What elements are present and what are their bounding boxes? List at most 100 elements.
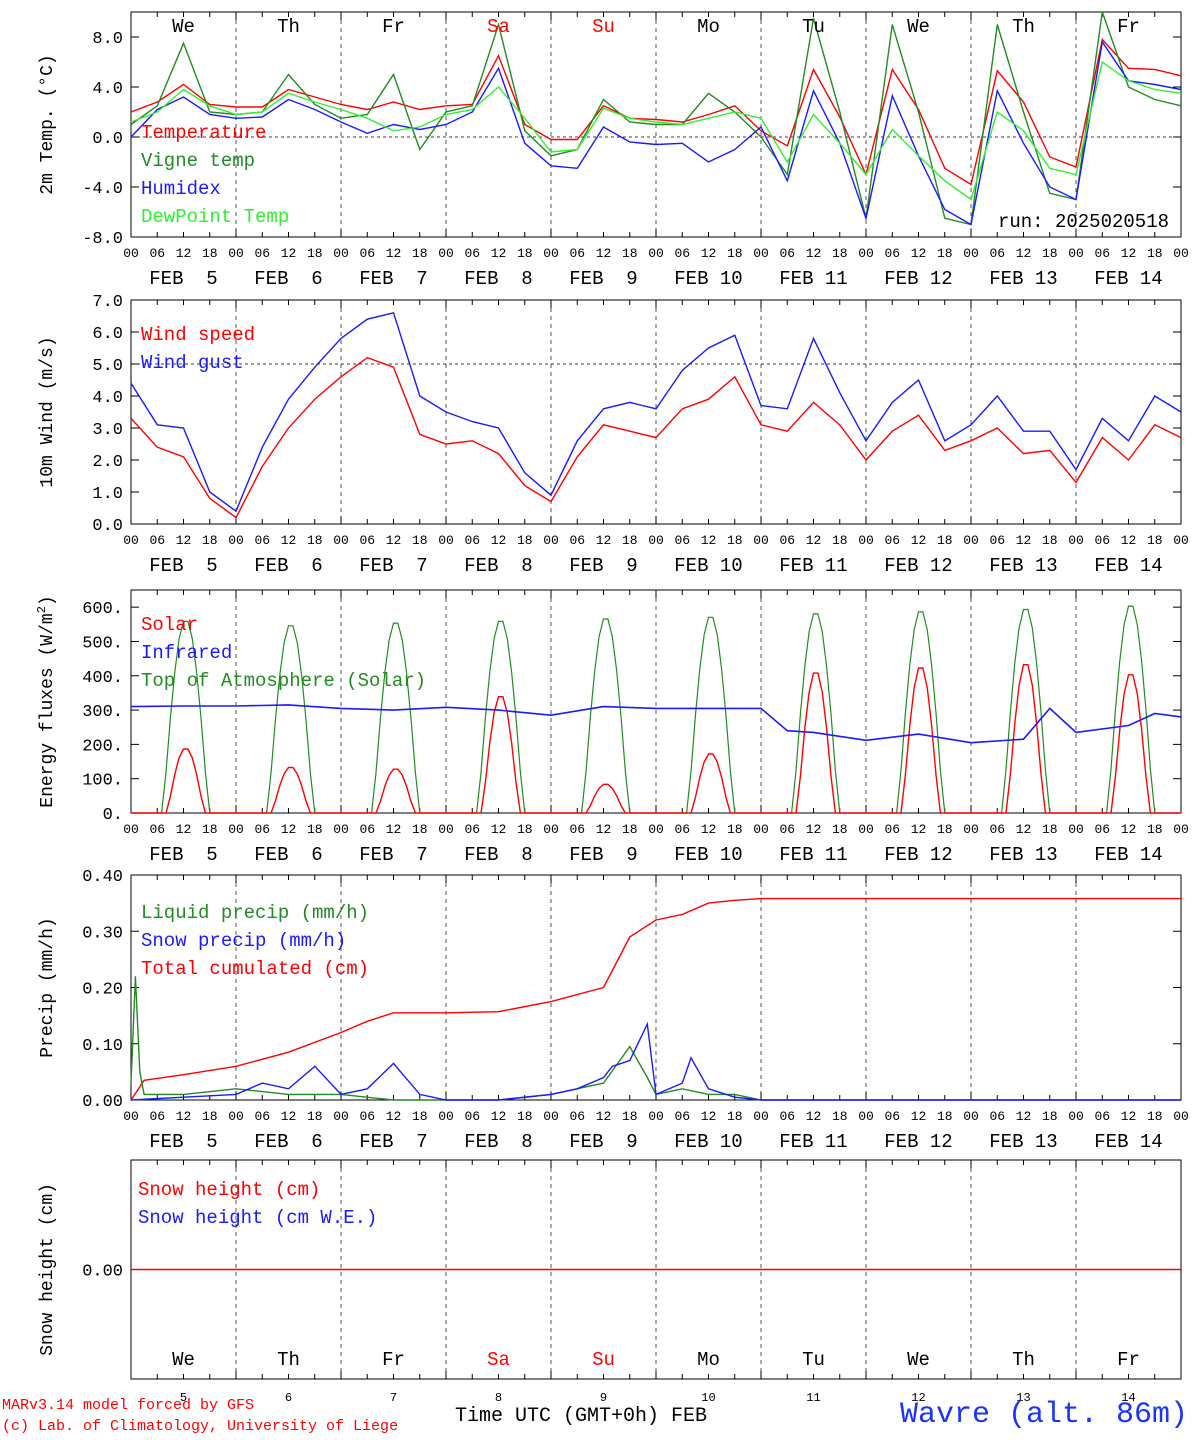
lab-credit: (c) Lab. of Climatology, University of L… <box>2 1418 399 1435</box>
hour-tick-label: 18 <box>1042 1109 1058 1124</box>
legend-entry: Humidex <box>141 178 221 200</box>
legend-entry: Liquid precip (mm/h) <box>141 902 369 924</box>
y-tick-label: 0.30 <box>82 924 123 943</box>
date-label: FEB 11 <box>779 844 847 866</box>
hour-tick-label: 12 <box>596 822 612 837</box>
hour-tick-label: 00 <box>438 822 454 837</box>
y-tick-label: 6.0 <box>92 325 123 344</box>
date-label: FEB 12 <box>884 1131 952 1153</box>
y-tick-label: 100. <box>82 772 123 791</box>
hour-tick-label: 06 <box>149 533 165 548</box>
date-label: FEB 8 <box>464 1131 532 1153</box>
hour-tick-label: 18 <box>832 533 848 548</box>
hour-tick-label: 18 <box>202 1109 218 1124</box>
legend-entry: DewPoint Temp <box>141 206 289 228</box>
date-label: FEB 14 <box>1094 555 1162 577</box>
hour-tick-label: 18 <box>517 246 533 261</box>
date-label: FEB 14 <box>1094 844 1162 866</box>
hour-tick-label: 06 <box>1094 246 1110 261</box>
hour-tick-label: 12 <box>176 1109 192 1124</box>
date-label: FEB 13 <box>989 555 1057 577</box>
hour-tick-label: 00 <box>543 1109 559 1124</box>
y-tick-label: 0.40 <box>82 868 123 887</box>
y-tick-label: 200. <box>82 737 123 756</box>
y-tick-label: 0.00 <box>82 1263 123 1282</box>
y-tick-label: 2.0 <box>92 453 123 472</box>
weekday-label: Mo <box>697 1349 720 1371</box>
hour-tick-label: 06 <box>569 533 585 548</box>
hour-tick-label: 12 <box>281 822 297 837</box>
weekday-label: We <box>172 1349 195 1371</box>
panel-1 <box>130 11 1182 238</box>
date-label: FEB 13 <box>989 268 1057 290</box>
y-tick-label: 0.00 <box>82 1093 123 1112</box>
hour-tick-label: 06 <box>1094 533 1110 548</box>
hour-tick-label: 18 <box>1147 246 1163 261</box>
hour-tick-label: 00 <box>858 1109 874 1124</box>
legend-entry: Top of Atmosphere (Solar) <box>141 670 426 692</box>
date-label: FEB 10 <box>674 555 742 577</box>
date-label: FEB 6 <box>254 268 322 290</box>
weekday-label: We <box>172 16 195 38</box>
hour-tick-label: 06 <box>989 822 1005 837</box>
hour-tick-label: 06 <box>149 1109 165 1124</box>
hour-tick-label: 00 <box>753 246 769 261</box>
legend-entry: Snow precip (mm/h) <box>141 930 346 952</box>
date-label: FEB 14 <box>1094 268 1162 290</box>
date-number-label: 7 <box>390 1391 397 1405</box>
hour-tick-label: 18 <box>307 1109 323 1124</box>
hour-tick-label: 06 <box>674 1109 690 1124</box>
series-humidex <box>130 40 1182 226</box>
series-wind-gust <box>130 311 1182 513</box>
hour-tick-label: 18 <box>1147 822 1163 837</box>
hour-tick-label: 12 <box>806 1109 822 1124</box>
hour-tick-label: 18 <box>937 533 953 548</box>
y-tick-label: 0.10 <box>82 1037 123 1056</box>
hour-tick-label: 18 <box>832 246 848 261</box>
hour-tick-label: 12 <box>911 822 927 837</box>
hour-tick-label: 12 <box>1121 533 1137 548</box>
weekday-label: Fr <box>1117 1349 1140 1371</box>
weekday-label: Tu <box>802 1349 825 1371</box>
date-label: FEB 9 <box>569 268 637 290</box>
panel-5 <box>130 1159 1182 1380</box>
hour-tick-label: 12 <box>386 822 402 837</box>
hour-tick-label: 00 <box>648 533 664 548</box>
hour-tick-label: 00 <box>333 1109 349 1124</box>
hour-tick-label: 18 <box>202 533 218 548</box>
date-number-label: 14 <box>1121 1391 1135 1405</box>
hour-tick-label: 12 <box>176 246 192 261</box>
hour-tick-label: 00 <box>543 822 559 837</box>
hour-tick-label: 06 <box>989 246 1005 261</box>
hour-tick-label: 18 <box>412 533 428 548</box>
hour-tick-label: 00 <box>1173 533 1189 548</box>
hour-tick-label: 18 <box>622 822 638 837</box>
y-tick-label: 7.0 <box>92 293 123 312</box>
legend-entry: Snow height (cm W.E.) <box>138 1207 377 1229</box>
legend-entry: Solar <box>141 614 198 636</box>
date-label: FEB 12 <box>884 268 952 290</box>
weekday-label: Su <box>592 16 615 38</box>
y-tick-label: 500. <box>82 634 123 653</box>
hour-tick-label: 18 <box>727 533 743 548</box>
hour-tick-label: 06 <box>254 246 270 261</box>
hour-tick-label: 06 <box>359 246 375 261</box>
hour-tick-label: 12 <box>596 246 612 261</box>
hour-tick-label: 00 <box>1068 1109 1084 1124</box>
date-label: FEB 11 <box>779 1131 847 1153</box>
date-label: FEB 7 <box>359 1131 427 1153</box>
hour-tick-label: 00 <box>1173 1109 1189 1124</box>
date-number-label: 8 <box>495 1391 502 1405</box>
hour-tick-label: 18 <box>622 1109 638 1124</box>
date-label: FEB 9 <box>569 844 637 866</box>
y-tick-label: 0.20 <box>82 981 123 1000</box>
weekday-label: Th <box>1012 1349 1035 1371</box>
hour-tick-label: 12 <box>281 1109 297 1124</box>
hour-tick-label: 12 <box>701 246 717 261</box>
hour-tick-label: 00 <box>333 822 349 837</box>
series-dewpoint-temp <box>130 60 1182 201</box>
hour-tick-label: 12 <box>176 533 192 548</box>
y-tick-label: 8.0 <box>92 30 123 49</box>
hour-tick-label: 06 <box>569 822 585 837</box>
hour-tick-label: 06 <box>359 533 375 548</box>
